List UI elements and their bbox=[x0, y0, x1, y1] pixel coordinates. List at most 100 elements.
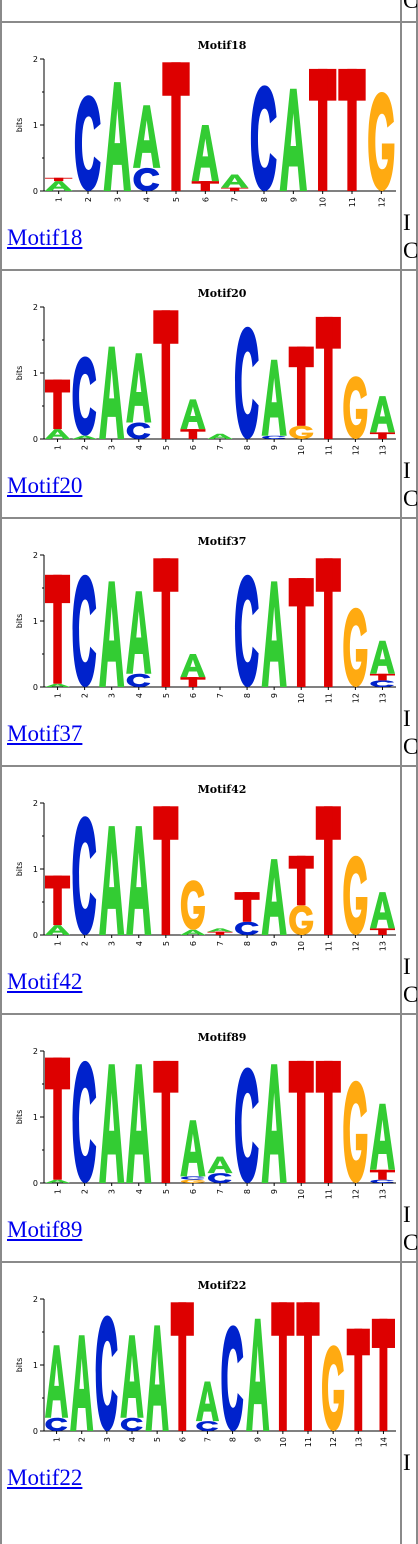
motif-link[interactable]: Motif37 bbox=[7, 721, 83, 746]
base-T bbox=[221, 187, 249, 191]
base-A bbox=[207, 928, 233, 932]
logo-title: Motif37 bbox=[198, 535, 247, 548]
logo-stacks: 1 2 3 4 5 6 7 8 9 10 11 12 13 bbox=[45, 1057, 395, 1199]
y-tick-label: 1 bbox=[33, 369, 38, 378]
motif-row: Motif37 0 1 2 bits 1 2 3 4 5 6 7 8 9 10 11 12 13 Motif37 bbox=[2, 519, 400, 765]
position-8: 8 bbox=[234, 892, 260, 946]
position-11: 11 bbox=[296, 1302, 320, 1447]
motif-row: Motif18 0 1 2 bits 1 2 3 4 5 6 7 8 9 10 11 12 Motif18 bbox=[2, 23, 400, 269]
base-G bbox=[289, 905, 314, 935]
x-tick-label: 7 bbox=[216, 693, 225, 698]
x-tick-label: 8 bbox=[260, 197, 269, 202]
y-tick-label: 0 bbox=[33, 1179, 38, 1188]
base-A bbox=[279, 88, 307, 191]
x-tick-label: 13 bbox=[354, 1437, 363, 1447]
base-C bbox=[235, 921, 259, 935]
base-G bbox=[180, 1179, 205, 1183]
motif-link[interactable]: Motif18 bbox=[7, 225, 83, 250]
position-11: 11 bbox=[338, 68, 366, 207]
base-A bbox=[45, 1345, 69, 1418]
base-T bbox=[288, 1060, 314, 1183]
x-tick-label: 3 bbox=[108, 445, 117, 450]
truncated-cell-text: I bbox=[403, 1450, 411, 1475]
position-11: 11 bbox=[315, 806, 341, 951]
x-tick-label: 10 bbox=[297, 445, 306, 455]
x-tick-label: 5 bbox=[153, 1437, 162, 1442]
x-tick-label: 4 bbox=[135, 445, 144, 450]
position-7: 7 bbox=[207, 433, 233, 450]
y-tick-label: 2 bbox=[33, 551, 38, 560]
y-tick-label: 2 bbox=[33, 55, 38, 64]
truncated-cell-text: C bbox=[403, 734, 418, 759]
x-tick-label: 2 bbox=[81, 693, 90, 698]
position-12: 12 bbox=[343, 607, 368, 703]
x-tick-label: 8 bbox=[229, 1437, 238, 1442]
position-4: 4 bbox=[126, 353, 152, 450]
base-A bbox=[133, 105, 161, 168]
base-A bbox=[45, 925, 71, 935]
position-1: 1 bbox=[45, 1057, 71, 1194]
base-A bbox=[180, 399, 206, 430]
position-13: 13 bbox=[369, 892, 395, 951]
sequence-logo: Motif42 0 1 2 bits 1 2 3 4 5 6 7 8 9 10 11 12 13 bbox=[4, 771, 400, 971]
x-tick-label: 12 bbox=[351, 941, 360, 951]
truncated-cell-text: C bbox=[403, 0, 418, 13]
position-5: 5 bbox=[162, 62, 190, 202]
x-tick-label: 13 bbox=[378, 941, 387, 951]
x-tick-label: 3 bbox=[108, 1189, 117, 1194]
position-3: 3 bbox=[103, 82, 131, 202]
motif-link[interactable]: Motif22 bbox=[7, 1465, 83, 1490]
y-tick-label: 0 bbox=[33, 187, 38, 196]
base-T bbox=[338, 68, 366, 191]
motif-link[interactable]: Motif20 bbox=[7, 473, 83, 498]
position-6: 6 bbox=[180, 399, 206, 450]
x-tick-label: 10 bbox=[297, 693, 306, 703]
base-T bbox=[180, 677, 206, 687]
base-A bbox=[369, 640, 395, 674]
motif-row: Motif20 0 1 2 bits 1 2 3 4 5 6 7 8 9 10 11 12 13 Motif20 bbox=[2, 271, 400, 517]
position-12: 12 bbox=[343, 1080, 368, 1199]
base-G bbox=[322, 1345, 345, 1431]
base-C bbox=[45, 1417, 68, 1431]
base-C bbox=[72, 816, 97, 935]
base-C bbox=[126, 673, 151, 687]
row-divider bbox=[0, 1013, 418, 1015]
base-T bbox=[371, 1318, 395, 1431]
base-A bbox=[45, 1179, 71, 1183]
position-9: 9 bbox=[261, 859, 287, 946]
position-10: 10 bbox=[309, 68, 337, 207]
base-C bbox=[72, 356, 97, 436]
position-7: 7 bbox=[221, 174, 249, 202]
logo-stacks: 1 2 3 4 5 6 7 8 9 10 11 12 13 bbox=[45, 310, 395, 455]
x-tick-label: 7 bbox=[231, 197, 240, 202]
base-T bbox=[207, 931, 233, 935]
base-A bbox=[180, 654, 206, 678]
motif-link[interactable]: Motif89 bbox=[7, 1217, 83, 1242]
row-divider bbox=[0, 269, 418, 271]
x-tick-label: 11 bbox=[324, 445, 333, 455]
truncated-cell-text: I bbox=[403, 210, 411, 235]
position-2: 2 bbox=[72, 574, 97, 698]
motif-link[interactable]: Motif42 bbox=[7, 969, 83, 994]
x-tick-label: 6 bbox=[201, 197, 210, 202]
truncated-cell-text: C bbox=[403, 982, 418, 1007]
position-13: 13 bbox=[369, 640, 395, 703]
x-tick-label: 13 bbox=[378, 693, 387, 703]
x-tick-label: 2 bbox=[81, 445, 90, 450]
base-A bbox=[369, 1103, 395, 1170]
x-tick-label: 8 bbox=[243, 941, 252, 946]
position-3: 3 bbox=[99, 1064, 125, 1194]
x-tick-label: 4 bbox=[135, 1189, 144, 1194]
x-tick-label: 5 bbox=[162, 1189, 171, 1194]
column-divider bbox=[400, 0, 402, 1544]
position-13: 13 bbox=[369, 1103, 395, 1199]
base-A bbox=[195, 1381, 219, 1422]
base-T bbox=[315, 316, 341, 439]
y-axis-label: bits bbox=[15, 1358, 24, 1373]
x-tick-label: 11 bbox=[324, 941, 333, 951]
position-6: 6 bbox=[170, 1302, 194, 1442]
base-A bbox=[99, 1064, 125, 1183]
base-T bbox=[153, 806, 179, 935]
